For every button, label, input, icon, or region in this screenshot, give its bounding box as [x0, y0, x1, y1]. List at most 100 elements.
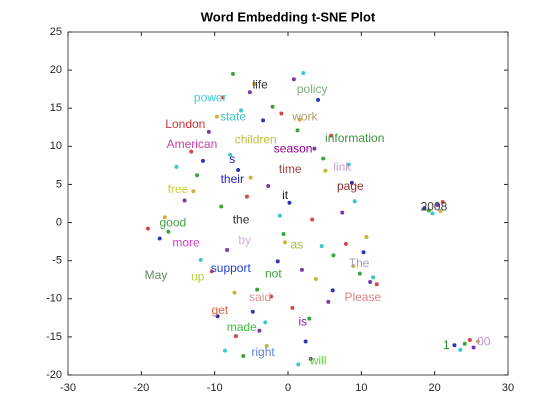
point: [252, 81, 257, 86]
point: [329, 133, 334, 138]
point: [316, 97, 321, 102]
word-label: as: [290, 238, 303, 252]
point: [364, 235, 369, 240]
point: [233, 334, 238, 339]
word-label: Please: [344, 290, 381, 304]
point: [232, 290, 237, 295]
point: [303, 339, 308, 344]
point: [257, 328, 262, 333]
x-tick-label: 0: [285, 382, 291, 394]
point: [219, 204, 224, 209]
point: [283, 240, 288, 245]
point: [361, 250, 366, 255]
word-label: 00: [477, 334, 491, 348]
word-label: London: [165, 117, 205, 131]
point: [426, 208, 431, 213]
word-label: good: [160, 215, 187, 229]
word-label: get: [211, 303, 228, 317]
y-tick-label: -10: [46, 293, 62, 305]
word-label: will: [309, 353, 327, 367]
point: [281, 231, 286, 236]
point: [301, 71, 306, 76]
word-label: state: [220, 110, 246, 124]
point: [307, 316, 312, 321]
point: [452, 343, 457, 348]
point: [435, 203, 440, 208]
point: [244, 194, 249, 199]
word-label: it: [282, 188, 289, 202]
word-label: right: [251, 345, 275, 359]
word-label: up: [191, 270, 205, 284]
point: [349, 180, 354, 185]
x-tick-label: -20: [133, 382, 149, 394]
point: [275, 259, 280, 264]
point: [326, 299, 331, 304]
y-tick-label: 5: [56, 178, 62, 190]
point: [438, 209, 443, 214]
word-label: is: [298, 315, 307, 329]
word-label: power: [194, 90, 227, 104]
word-label: life: [252, 78, 268, 92]
point: [340, 210, 345, 215]
word-label: The: [349, 256, 370, 270]
point: [295, 128, 300, 133]
point: [200, 158, 205, 163]
point: [263, 320, 268, 325]
word-label: more: [172, 235, 200, 249]
point: [331, 253, 336, 258]
point: [225, 247, 230, 252]
word-label: time: [279, 162, 302, 176]
point: [475, 339, 480, 344]
y-tick-label: -20: [46, 369, 62, 381]
point: [458, 347, 463, 352]
chart-title: Word Embedding t-SNE Plot: [201, 9, 376, 24]
point: [287, 200, 292, 205]
word-label: the: [233, 212, 250, 226]
word-label: said: [249, 290, 271, 304]
x-tick-label: -10: [207, 382, 223, 394]
point: [189, 149, 194, 154]
word-label: May: [145, 268, 168, 282]
point: [351, 264, 356, 269]
y-tick-label: -15: [46, 331, 62, 343]
point: [430, 211, 435, 216]
point: [277, 213, 282, 218]
word-label: season: [274, 142, 313, 156]
y-tick-label: 0: [56, 216, 62, 228]
x-tick-label: 30: [502, 382, 514, 394]
word-label: 2008: [421, 199, 448, 213]
word-label: work: [291, 110, 318, 124]
point: [174, 164, 179, 169]
point: [352, 199, 357, 204]
point: [182, 198, 187, 203]
point: [368, 280, 373, 285]
point: [228, 152, 233, 157]
word-label: link: [333, 160, 352, 174]
point: [264, 344, 269, 349]
word-label: children: [235, 132, 277, 146]
word-label: not: [265, 267, 282, 281]
point: [296, 362, 301, 367]
word-label: their: [221, 172, 244, 186]
word-label: by: [238, 233, 251, 247]
point: [291, 77, 296, 82]
word-label: support: [211, 261, 252, 275]
point: [206, 129, 211, 134]
point: [261, 118, 266, 123]
y-tick-label: 20: [50, 64, 62, 76]
word-label: free: [168, 182, 189, 196]
point: [440, 199, 445, 204]
point: [330, 288, 335, 293]
y-tick-label: 15: [50, 102, 62, 114]
point: [297, 117, 302, 122]
point: [313, 276, 318, 281]
point: [321, 156, 326, 161]
point: [299, 267, 304, 272]
point: [374, 282, 379, 287]
point: [162, 215, 167, 220]
point: [357, 271, 362, 276]
word-label: American: [167, 137, 218, 151]
x-tick-label: 10: [355, 382, 367, 394]
point: [241, 353, 246, 358]
point: [209, 269, 214, 274]
